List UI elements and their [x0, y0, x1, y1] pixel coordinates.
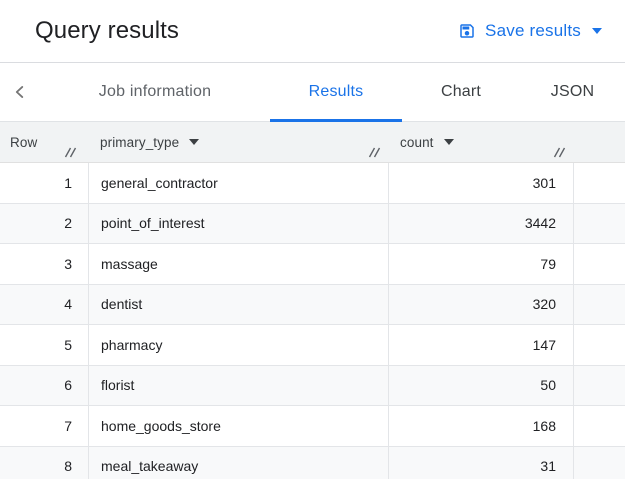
column-resize-handle[interactable] [64, 147, 78, 158]
empty-cell [573, 446, 625, 479]
tab-job-information[interactable]: Job information [40, 63, 270, 121]
column-resize-handle[interactable] [368, 147, 382, 158]
table-row: 4 dentist 320 [0, 284, 625, 325]
column-resize-handle[interactable] [553, 147, 567, 158]
row-number-cell: 7 [64, 417, 72, 434]
column-header-count[interactable]: count [388, 122, 573, 162]
column-menu-caret-icon[interactable] [189, 139, 200, 145]
tab-label: JSON [550, 83, 595, 100]
table-row: 8 meal_takeaway 31 [0, 446, 625, 479]
empty-cell [573, 163, 625, 203]
row-number-cell: 6 [64, 377, 72, 394]
tab-results[interactable]: Results [270, 63, 402, 122]
row-number-cell: 1 [64, 174, 72, 191]
count-cell: 31 [388, 446, 573, 479]
empty-cell [573, 325, 625, 365]
active-tab-indicator [270, 119, 402, 122]
table-row: 1 general_contractor 301 [0, 163, 625, 204]
row-number-cell: 3 [64, 255, 72, 272]
primary-type-cell: florist [88, 365, 388, 405]
chevron-left-icon [9, 81, 31, 103]
primary-type-cell: home_goods_store [88, 406, 388, 446]
primary-type-cell: general_contractor [88, 163, 388, 203]
page-title: Query results [35, 17, 180, 44]
save-results-label: Save results [485, 21, 581, 40]
tabbar: Job information Results Chart JSON [0, 63, 625, 122]
tab-label: Results [308, 83, 364, 100]
primary-type-cell: point_of_interest [88, 203, 388, 243]
tab-chart[interactable]: Chart [402, 63, 520, 121]
tab-label: Chart [440, 83, 482, 100]
table-row: 6 florist 50 [0, 365, 625, 406]
table-row: 3 massage 79 [0, 244, 625, 285]
table-row: 7 home_goods_store 168 [0, 406, 625, 447]
primary-type-cell: dentist [88, 284, 388, 324]
count-cell: 79 [388, 244, 573, 284]
count-cell: 320 [388, 284, 573, 324]
empty-cell [573, 406, 625, 446]
column-header-row: Row [0, 122, 88, 162]
empty-cell [573, 244, 625, 284]
column-label: count [400, 134, 434, 150]
column-header-spacer [573, 122, 625, 162]
count-cell: 301 [388, 163, 573, 203]
back-button[interactable] [0, 63, 40, 121]
empty-cell [573, 203, 625, 243]
tab-label: Job information [98, 83, 212, 100]
primary-type-cell: pharmacy [88, 325, 388, 365]
table-row: 5 pharmacy 147 [0, 325, 625, 366]
count-cell: 50 [388, 365, 573, 405]
save-results-button[interactable]: Save results [458, 21, 602, 41]
row-number-cell: 2 [64, 215, 72, 232]
column-menu-caret-icon[interactable] [443, 139, 454, 145]
empty-cell [573, 365, 625, 405]
row-number-cell: 8 [64, 458, 72, 475]
column-label: Row [10, 134, 38, 150]
empty-cell [573, 284, 625, 324]
primary-type-cell: massage [88, 244, 388, 284]
table-body: 1 general_contractor 301 2 point_of_inte… [0, 163, 625, 479]
row-number-cell: 4 [64, 296, 72, 313]
titlebar: Query results Save results [0, 0, 625, 63]
primary-type-cell: meal_takeaway [88, 446, 388, 479]
tab-json[interactable]: JSON [520, 63, 625, 121]
column-header-primary-type[interactable]: primary_type [88, 122, 388, 162]
save-results-caret-icon [592, 28, 602, 34]
count-cell: 168 [388, 406, 573, 446]
row-number-cell: 5 [64, 336, 72, 353]
count-cell: 3442 [388, 203, 573, 243]
column-label: primary_type [100, 134, 180, 150]
count-cell: 147 [388, 325, 573, 365]
table-row: 2 point_of_interest 3442 [0, 203, 625, 244]
save-icon [458, 22, 476, 40]
table-header: Row primary_type count [0, 122, 625, 163]
